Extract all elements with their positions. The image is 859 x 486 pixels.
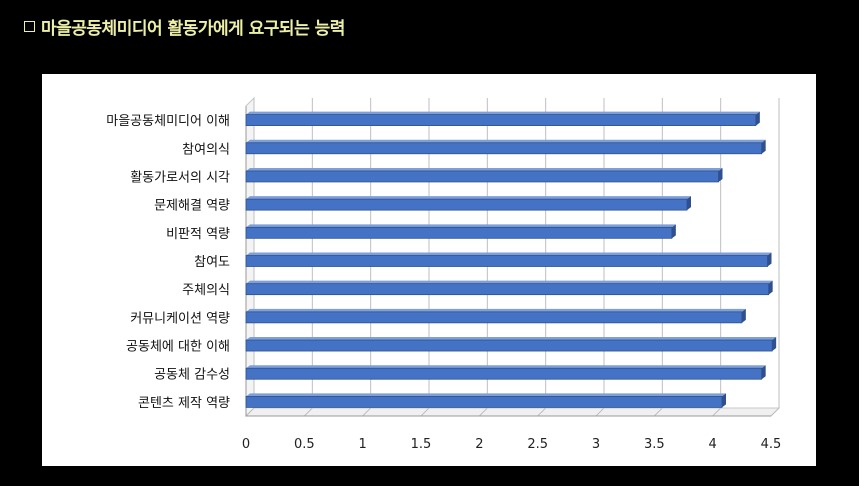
y-tick-label: 비판적 역량 [166,227,230,242]
bar-top-face [246,196,691,200]
bar [245,255,768,267]
bar-top-face [246,308,746,312]
x-tick-label: 1.5 [411,437,432,452]
bar [245,339,773,352]
y-tick-label: 참여의식 [182,142,230,157]
bar [245,226,673,239]
bar-end-face [741,308,746,323]
x-tick-label: 0 [242,437,250,452]
bar [245,198,688,211]
bar-top-face [246,337,777,341]
bar-top-face [246,365,766,369]
gridline-floor [537,407,547,417]
bar-end-face [761,139,766,154]
square-bullet-icon [24,21,35,32]
gridline-floor [770,407,780,417]
bar-end-face [761,365,766,380]
bar-top-face [246,280,773,284]
bar-end-face [718,167,723,182]
bar-end-face [767,252,772,267]
slide-title: 마을공동체미디어 활동가에게 요구되는 능력 [24,14,345,39]
bar [245,367,763,380]
chart-floor [244,407,781,417]
bar [245,114,757,126]
y-tick-label: 활동가로서의 시각 [130,170,230,185]
y-tick-label: 공동체 감수성 [154,368,230,383]
y-tick-label: 공동체에 대한 이해 [126,340,230,355]
bar [245,311,743,324]
bar-end-face [722,393,726,408]
y-tick-label: 콘텐츠 제작 역량 [138,396,230,411]
gridline-floor [712,407,722,417]
bar-end-face [671,224,676,239]
bar [245,396,723,408]
gridline-floor [478,407,488,417]
x-tick-label: 0.5 [294,437,315,452]
bar-top-face [246,393,726,397]
gridline-floor [595,407,605,417]
y-tick-label: 주체의식 [182,283,230,298]
x-tick-label: 2.5 [527,437,548,452]
bar-top-face [246,252,772,256]
gridline-floor [653,407,663,417]
bar-top-face [246,167,723,171]
bar-end-face [772,337,777,352]
bar-chart: 0 0.5 1 1.5 2 2.5 3 3.5 4 4.5 마을공동체미디어 이해참여의식활동가로서… [106,96,782,452]
gridline-floor [420,407,430,417]
bar-top-face [246,111,760,115]
bar-end-face [687,196,691,211]
x-tick-label: 3.5 [644,437,665,452]
gridline-floor [303,407,313,417]
bar-top-face [246,139,766,143]
y-tick-label: 커뮤니케이션 역량 [130,311,230,326]
bar-end-face [768,280,773,295]
bar-end-face [755,111,760,126]
bar [245,283,770,296]
y-tick-label: 문제해결 역량 [154,199,230,214]
y-tick-label: 마을공동체미디어 이해 [106,114,230,129]
x-tick-label: 4 [709,437,717,452]
bar [245,170,719,183]
slide-title-text: 마을공동체미디어 활동가에게 요구되는 능력 [41,19,345,39]
bar-top-face [246,224,676,228]
x-tick-label: 2 [475,437,483,452]
y-tick-label: 참여도 [194,255,230,270]
gridline-floor [245,407,255,417]
x-tick-label: 3 [592,437,600,452]
x-tick-label: 1 [359,437,367,452]
x-tick-label: 4.5 [761,437,782,452]
gridline-floor [362,407,372,417]
bar [245,142,763,155]
